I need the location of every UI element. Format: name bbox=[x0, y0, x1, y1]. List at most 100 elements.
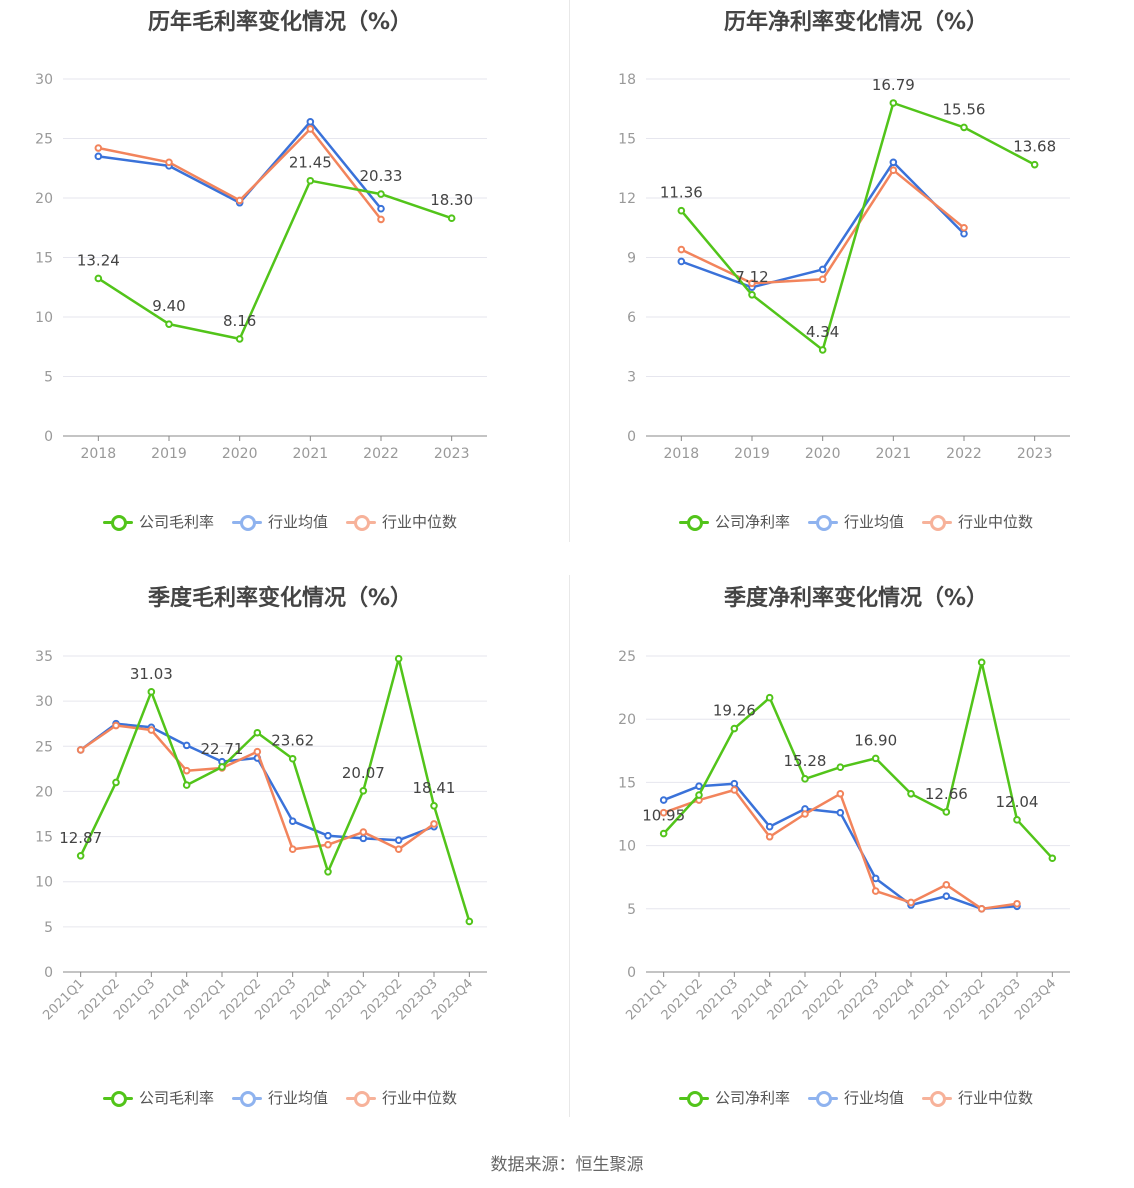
legend-label: 行业中位数 bbox=[958, 1089, 1034, 1107]
legend-item-company[interactable]: 公司净利率 bbox=[678, 511, 790, 532]
series-line-industry-median bbox=[79, 724, 435, 851]
legend-item-industry-average[interactable]: 行业均值 bbox=[807, 1087, 904, 1108]
data-point-industry-median bbox=[960, 223, 968, 232]
x-tick-label: 2019 bbox=[734, 446, 770, 462]
legend-item-company[interactable]: 公司净利率 bbox=[678, 1087, 790, 1108]
legend-item-industry-average[interactable]: 行业均值 bbox=[231, 1087, 328, 1108]
legend-marker-company bbox=[678, 1090, 709, 1107]
legend-marker-industry-median bbox=[346, 1090, 376, 1107]
data-point-industry-median bbox=[112, 721, 120, 730]
legend-label: 行业中位数 bbox=[382, 513, 458, 531]
y-tick-label: 30 bbox=[35, 694, 53, 710]
legend-item-industry-average[interactable]: 行业均值 bbox=[807, 511, 904, 532]
data-point-industry-average bbox=[677, 257, 686, 266]
data-source-note: 数据来源：恒生聚源 bbox=[490, 1155, 644, 1175]
data-label: 20.07 bbox=[342, 764, 385, 782]
legend-label: 公司净利率 bbox=[714, 513, 790, 531]
data-point-industry-median bbox=[235, 196, 244, 205]
series-line-industry-average bbox=[79, 722, 435, 842]
legend-marker-industry-average bbox=[807, 1090, 838, 1107]
legend-marker-industry-average bbox=[807, 514, 838, 531]
data-label: 11.36 bbox=[660, 184, 703, 202]
series-line-company bbox=[97, 179, 453, 341]
data-point-industry-average bbox=[836, 808, 845, 817]
legend-label: 行业均值 bbox=[267, 1089, 328, 1107]
data-label: 8.16 bbox=[223, 312, 256, 330]
legend-marker-industry-median bbox=[922, 1090, 952, 1107]
data-point-industry-average bbox=[889, 158, 898, 167]
data-label: 22.71 bbox=[201, 740, 244, 758]
y-tick-label: 0 bbox=[44, 429, 53, 445]
data-point-company bbox=[288, 754, 297, 763]
chart-legend: 公司净利率 行业均值 行业中位数 bbox=[578, 511, 1134, 532]
data-point-company bbox=[76, 852, 85, 860]
data-label: 31.03 bbox=[130, 665, 173, 683]
y-tick-label: 18 bbox=[618, 72, 636, 88]
chart-panel-quarterly-net-margin: 季度净利率变化情况（%） 0 5 10 15 20 25 2021Q1 2021Q2 2021Q… bbox=[578, 576, 1134, 1136]
x-tick-label: 2023 bbox=[434, 446, 470, 462]
data-point-industry-median bbox=[430, 820, 438, 828]
data-point-industry-median bbox=[306, 125, 315, 133]
data-point-company bbox=[165, 320, 173, 328]
data-point-company bbox=[465, 917, 474, 926]
x-tick-label: 2020 bbox=[222, 446, 258, 462]
data-point-industry-median bbox=[76, 746, 85, 754]
y-tick-label: 0 bbox=[627, 429, 636, 445]
data-point-company bbox=[1030, 160, 1039, 169]
data-point-industry-median bbox=[748, 279, 756, 288]
y-tick-label: 10 bbox=[35, 875, 53, 891]
data-point-company bbox=[659, 829, 668, 838]
y-tick-label: 35 bbox=[35, 649, 53, 665]
y-tick-label: 20 bbox=[35, 191, 53, 207]
legend-item-industry-median[interactable]: 行业中位数 bbox=[346, 511, 457, 532]
data-point-company bbox=[677, 206, 686, 215]
data-point-industry-average bbox=[960, 229, 968, 238]
y-tick-label: 0 bbox=[627, 965, 636, 981]
y-tick-label: 10 bbox=[35, 310, 53, 326]
legend-item-industry-median[interactable]: 行业中位数 bbox=[922, 511, 1033, 532]
legend-item-industry-median[interactable]: 行业中位数 bbox=[922, 1087, 1033, 1108]
data-point-industry-average bbox=[182, 741, 191, 750]
y-tick-label: 15 bbox=[35, 251, 53, 267]
legend-label: 公司毛利率 bbox=[138, 1089, 214, 1107]
data-point-company bbox=[1013, 816, 1021, 824]
data-label: 18.30 bbox=[430, 191, 473, 209]
data-point-industry-median bbox=[801, 810, 809, 818]
legend-label: 行业均值 bbox=[843, 1089, 904, 1107]
legend-item-industry-average[interactable]: 行业均值 bbox=[231, 511, 328, 532]
legend-item-industry-median[interactable]: 行业中位数 bbox=[346, 1087, 457, 1108]
series-line-company bbox=[680, 101, 1036, 352]
data-point-company bbox=[306, 176, 315, 185]
data-point-industry-median bbox=[889, 166, 898, 175]
data-point-company bbox=[430, 801, 438, 810]
vertical-divider-bottom bbox=[569, 575, 570, 1117]
chart-title: 季度毛利率变化情况（%） bbox=[147, 586, 413, 611]
data-point-company bbox=[765, 693, 774, 702]
y-tick-label: 5 bbox=[44, 920, 53, 936]
data-point-industry-average bbox=[659, 796, 668, 804]
data-point-industry-average bbox=[94, 152, 103, 161]
chart-plot: 05101520252021Q12021Q22021Q32021Q42022Q1… bbox=[618, 649, 1070, 1023]
legend-label: 行业均值 bbox=[843, 513, 904, 531]
data-point-company bbox=[1048, 854, 1057, 863]
legend-marker-industry-average bbox=[231, 514, 262, 531]
legend-item-company[interactable]: 公司毛利率 bbox=[102, 511, 214, 532]
data-label: 16.79 bbox=[872, 76, 915, 94]
y-tick-label: 25 bbox=[35, 132, 53, 148]
data-point-industry-average bbox=[324, 831, 332, 840]
data-label: 15.56 bbox=[943, 100, 986, 118]
legend-item-company[interactable]: 公司毛利率 bbox=[102, 1087, 214, 1108]
y-tick-label: 3 bbox=[627, 370, 636, 386]
x-tick-label: 2022 bbox=[946, 446, 982, 462]
legend-label: 行业中位数 bbox=[382, 1089, 458, 1107]
data-label: 18.41 bbox=[413, 779, 456, 797]
data-point-industry-median bbox=[359, 828, 368, 836]
data-point-industry-median bbox=[147, 726, 156, 734]
data-point-company bbox=[836, 763, 845, 772]
data-label: 12.66 bbox=[925, 785, 968, 803]
y-tick-label: 30 bbox=[35, 72, 53, 88]
legend-marker-industry-average bbox=[231, 1090, 262, 1107]
data-point-industry-median bbox=[765, 832, 774, 841]
data-point-industry-average bbox=[818, 265, 827, 274]
y-tick-label: 5 bbox=[627, 902, 636, 918]
